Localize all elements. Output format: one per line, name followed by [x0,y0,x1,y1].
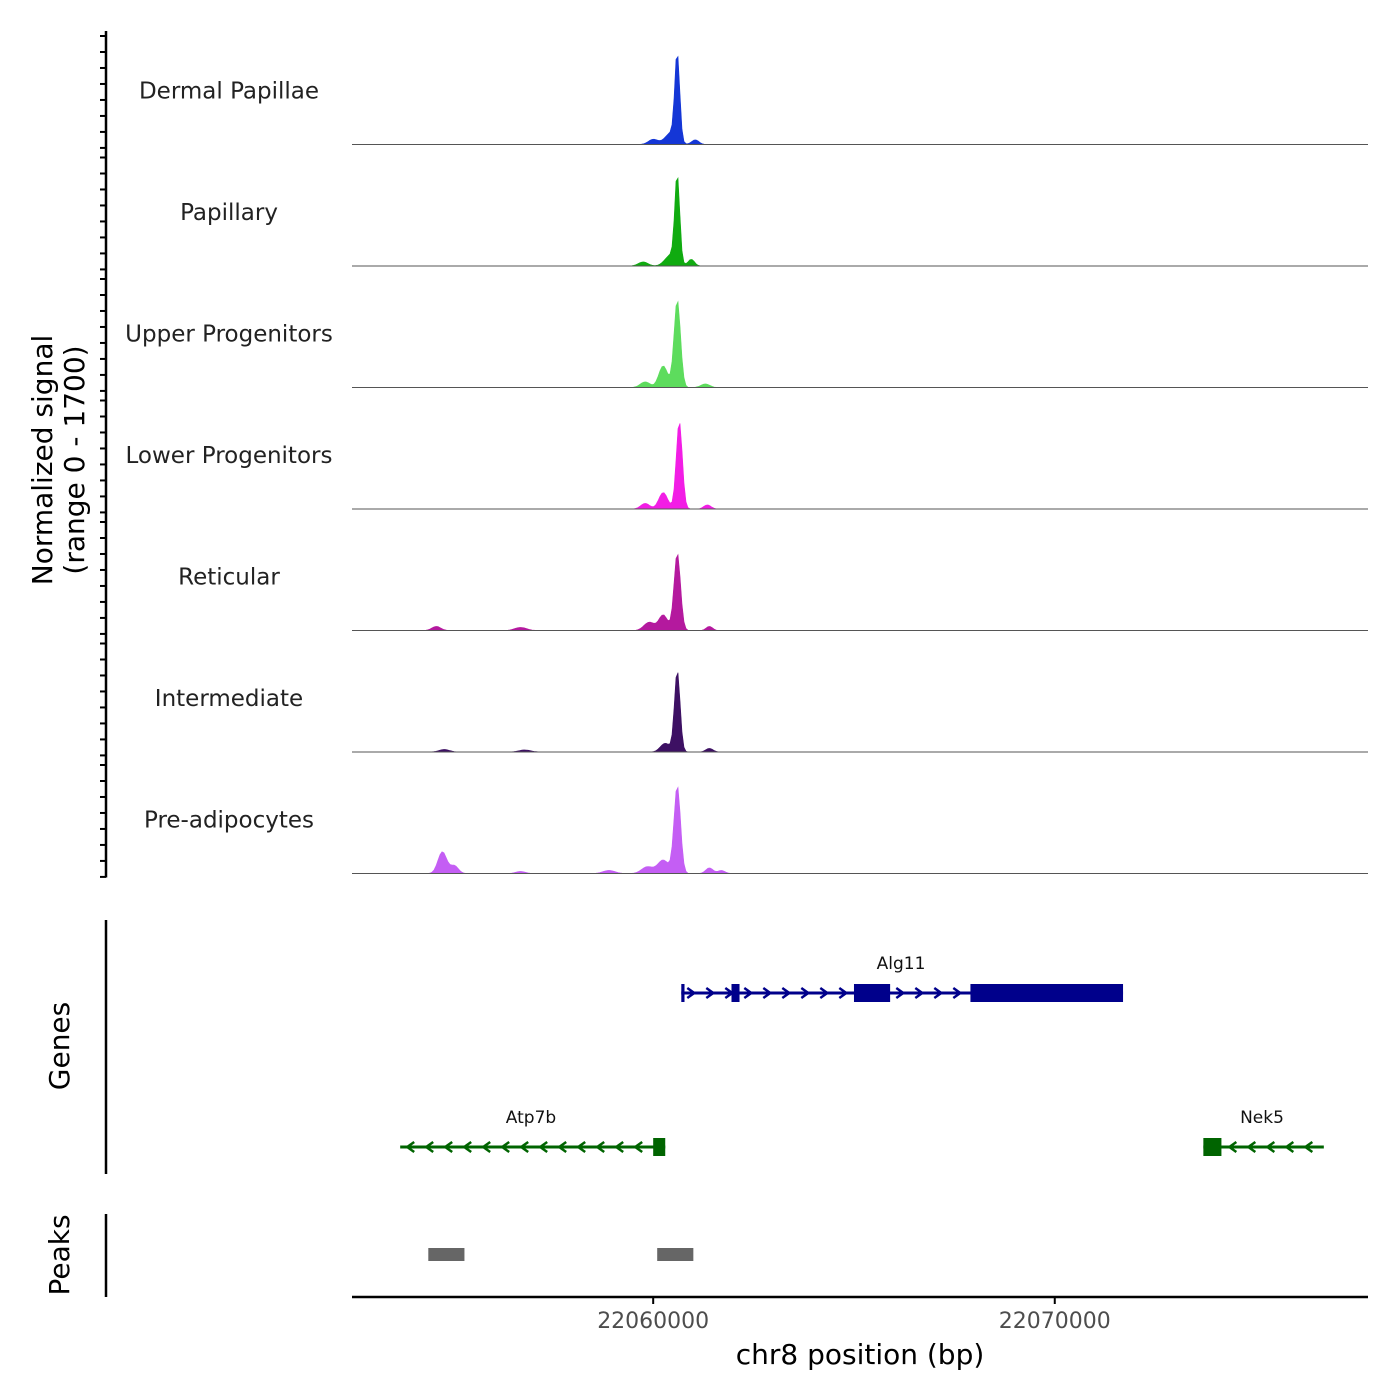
strand-arrow [519,1140,529,1154]
signal-area [352,55,1368,145]
signal-area [352,672,1368,753]
track-label: Papillary [180,200,278,226]
x-tick-label: 22070000 [999,1309,1111,1334]
signal-track: Dermal Papillae [139,55,1368,145]
signal-track: Intermediate [155,672,1368,753]
strand-arrow [424,1140,434,1154]
strand-arrow [614,1140,624,1154]
x-tick-label: 22060000 [597,1309,709,1334]
y-axis-title-line: (range 0 - 1700) [58,345,91,574]
exon [681,984,685,1002]
exon [853,984,891,1002]
track-label: Lower Progenitors [126,443,333,469]
exon [653,1138,666,1156]
gene-alg11: Alg11 [681,954,1124,1002]
strand-arrow [781,986,792,1000]
strand-arrow [481,1140,491,1154]
strand-arrow [443,1140,453,1154]
signal-area [352,423,1368,510]
exon [970,984,1124,1002]
strand-arrow [838,986,849,1000]
strand-arrow [500,1140,510,1154]
track-label: Dermal Papillae [139,79,319,105]
exon [1203,1138,1222,1156]
signal-track: Pre-adipocytes [144,786,1368,874]
strand-arrow [914,986,925,1000]
genes-panel-label: Genes [43,1002,76,1090]
strand-arrow [686,986,697,1000]
track-label: Pre-adipocytes [144,808,314,834]
strand-arrow [952,986,963,1000]
strand-arrow [762,986,773,1000]
signal-area [352,300,1368,388]
strand-arrow [1246,1140,1257,1154]
strand-arrow [595,1140,605,1154]
y-axis-labels: Normalized signal(range 0 - 1700) [26,335,91,586]
signal-track: Reticular [178,553,1368,631]
strand-arrow [633,1140,643,1154]
strand-arrow [1265,1140,1276,1154]
peak-region [428,1248,465,1261]
signal-track: Upper Progenitors [125,300,1368,388]
strand-arrow [462,1140,472,1154]
x-axis: 22060000 22070000 chr8 position (bp) [352,1295,1368,1371]
strand-arrow [933,986,944,1000]
strand-arrow [538,1140,548,1154]
gene-label: Nek5 [1240,1108,1284,1128]
track-label: Upper Progenitors [125,322,333,348]
signal-area [352,553,1368,631]
strand-arrow [405,1140,415,1154]
strand-arrow [1284,1140,1295,1154]
gene-track: Alg11 Atp7b Nek5 Genes [43,920,1324,1174]
peak-region [657,1248,694,1261]
strand-arrow [1303,1140,1314,1154]
exon [731,984,740,1002]
signal-area [352,177,1368,267]
strand-arrow [557,1140,567,1154]
track-label: Intermediate [155,686,303,712]
gene-atp7b: Atp7b [400,1108,666,1156]
signal-area [352,786,1368,874]
gene-label: Alg11 [877,954,926,974]
signal-track: Lower Progenitors [126,423,1368,510]
x-axis-title: chr8 position (bp) [736,1338,985,1371]
strand-arrow [800,986,811,1000]
gene-nek5: Nek5 [1203,1108,1324,1156]
y-axis-title: Normalized signal(range 0 - 1700) [26,335,91,586]
track-label: Reticular [178,565,280,591]
y-axis-title-line: Normalized signal [26,335,59,586]
signal-track: Papillary [180,177,1368,267]
peak-track: Peaks [43,1214,694,1297]
gene-label: Atp7b [506,1108,556,1128]
signal-tracks: Dermal Papillae Papillary Upper Progenitor… [100,31,1368,878]
peaks-panel-label: Peaks [43,1214,76,1295]
strand-arrow [576,1140,586,1154]
strand-arrow [1227,1140,1238,1154]
strand-arrow [705,986,716,1000]
strand-arrow [819,986,830,1000]
strand-arrow [895,986,906,1000]
strand-arrow [743,986,754,1000]
